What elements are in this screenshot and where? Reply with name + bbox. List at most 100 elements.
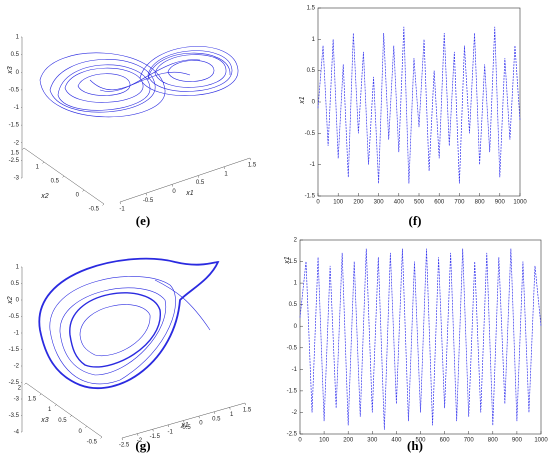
- y-tick-label: 0.5: [307, 68, 316, 74]
- x-tick-label: 300: [374, 200, 385, 206]
- attractor-e: [39, 46, 239, 118]
- axis-label: x1: [284, 256, 291, 265]
- x-tick-label: 0: [298, 438, 302, 444]
- tick-mark: [54, 404, 57, 407]
- tick-mark: [100, 436, 103, 439]
- x-tick-label: 400: [394, 200, 405, 206]
- axis-label: x2: [40, 193, 49, 200]
- tick-label: -2.5: [119, 443, 130, 449]
- tick-mark: [152, 429, 154, 432]
- tick-label: -1: [167, 429, 173, 435]
- tick-mark: [249, 157, 251, 161]
- x-tick-label: 1000: [513, 200, 527, 206]
- tick-label: -1.5: [9, 123, 20, 129]
- tick-label: -2.5: [9, 158, 20, 164]
- x-tick-label: 1000: [534, 438, 548, 444]
- tick-mark: [22, 147, 25, 150]
- tick-label: 1: [36, 165, 40, 171]
- tick-mark: [167, 424, 169, 428]
- y-tick-label: -0.5: [287, 345, 298, 351]
- y-tick-label: -1: [292, 367, 298, 373]
- tick-label: -1.5: [150, 434, 161, 440]
- axis-line: [25, 382, 103, 438]
- tick-label: -0.5: [143, 198, 154, 204]
- tick-mark: [198, 416, 200, 419]
- tick-label: 1.5: [28, 396, 37, 402]
- x-tick-label: 800: [488, 438, 499, 444]
- tick-label: 0.5: [196, 180, 205, 186]
- tick-mark: [69, 415, 72, 418]
- x-tick-label: 200: [353, 200, 364, 206]
- x-tick-label: 200: [343, 438, 354, 444]
- tick-label: -0.5: [9, 314, 20, 320]
- tick-label: -2: [14, 364, 20, 370]
- axis-line: [23, 147, 105, 205]
- y-tick-label: 2: [294, 238, 298, 244]
- panel-caption: (h): [407, 438, 423, 453]
- tick-label: 0.5: [51, 179, 60, 185]
- tick-label: 1.5: [243, 408, 252, 414]
- x-tick-label: 700: [464, 438, 475, 444]
- tick-label: 0: [199, 421, 203, 427]
- attractor-g: [38, 257, 220, 390]
- tick-label: -1.5: [9, 347, 20, 353]
- y-tick-label: -0.5: [305, 131, 316, 137]
- y-tick-label: 1: [312, 37, 316, 43]
- tick-label: 1.5: [11, 151, 20, 157]
- tick-label: -2: [137, 438, 143, 444]
- x-tick-label: 500: [415, 438, 426, 444]
- tick-mark: [62, 175, 65, 178]
- tick-mark: [223, 166, 225, 169]
- axis-label: x1: [185, 190, 194, 197]
- tick-label: -1: [14, 105, 20, 111]
- y-tick-label: 0: [294, 324, 298, 330]
- attractor-curve: [38, 257, 220, 390]
- plot-frame: [317, 7, 521, 197]
- tick-label: 1: [48, 407, 52, 413]
- tick-mark: [42, 161, 45, 164]
- attractor-curve: [69, 292, 161, 368]
- axis-label: x1: [180, 422, 189, 429]
- axis-label: x1: [299, 96, 306, 105]
- axis-label: x3: [7, 66, 14, 75]
- attractor-curve: [49, 276, 211, 385]
- axis-label: x3: [40, 417, 49, 424]
- axis-label: x2: [7, 296, 14, 305]
- y-tick-label: -2: [292, 410, 298, 416]
- tick-mark: [24, 382, 27, 385]
- x-tick-label: 400: [391, 438, 402, 444]
- tick-label: 0: [76, 193, 80, 199]
- tick-mark: [39, 393, 42, 396]
- tick-label: -3: [14, 176, 20, 182]
- y-tick-label: 1: [294, 281, 298, 287]
- x-tick-label: 800: [475, 200, 486, 206]
- tick-label: 0.5: [11, 52, 20, 58]
- tick-mark: [229, 407, 231, 410]
- series-line: [317, 26, 521, 184]
- tick-label: -2.5: [9, 380, 20, 386]
- tick-label: 1: [230, 412, 234, 418]
- tick-mark: [197, 175, 199, 178]
- x-tick-label: 0: [316, 200, 320, 206]
- tick-label: 0: [16, 70, 20, 76]
- panel-caption: (f): [409, 213, 422, 228]
- x-tick-label: 900: [512, 438, 523, 444]
- y-tick-label: 0: [312, 100, 316, 106]
- y-tick-label: -1: [310, 162, 316, 168]
- y-tick-label: -1.5: [287, 388, 298, 394]
- attractor-curve: [57, 50, 233, 111]
- tick-mark: [137, 433, 139, 436]
- tick-label: 0.5: [58, 418, 67, 424]
- panel-caption: (g): [135, 438, 150, 453]
- tick-mark: [183, 420, 185, 423]
- tick-label: -1: [119, 207, 125, 213]
- x-tick-label: 100: [319, 438, 330, 444]
- tick-mark: [82, 189, 85, 192]
- y-tick-label: -2.5: [287, 432, 298, 438]
- tick-label: 1: [16, 35, 20, 41]
- tick-label: -4: [14, 430, 20, 436]
- tick-mark: [85, 426, 87, 428]
- tick-label: -0.5: [89, 207, 100, 213]
- y-tick-label: -1.5: [305, 194, 316, 200]
